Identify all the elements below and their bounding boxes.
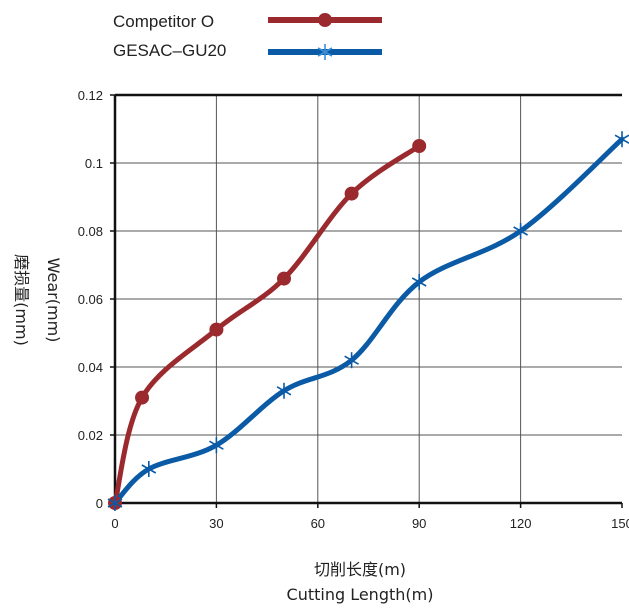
- x-tick-label: 90: [412, 516, 426, 531]
- data-point-circle: [135, 390, 150, 405]
- asterisk-stroke: [317, 47, 333, 57]
- legend-label-gesac: GESAC–GU20: [113, 41, 226, 60]
- asterisk-stroke: [209, 440, 224, 450]
- y-tick-label: 0: [96, 496, 103, 511]
- data-point-asterisk: [344, 352, 359, 369]
- data-point-asterisk: [107, 495, 123, 511]
- series-line-1: [112, 136, 625, 506]
- data-point-circle: [412, 139, 427, 153]
- legend-item-gesac[interactable]: GESAC–GU20: [113, 41, 382, 60]
- y-axis-title: Wear(mm): [44, 258, 63, 343]
- y-tick-label: 0.12: [78, 88, 103, 103]
- asterisk-stroke: [513, 226, 528, 236]
- x-tick-label: 60: [311, 516, 325, 531]
- asterisk-stroke: [276, 386, 292, 396]
- x-tick-label: 120: [510, 516, 532, 531]
- y-tick-label: 0.08: [78, 224, 103, 239]
- y-tick-label: 0.04: [78, 360, 103, 375]
- legend-item-competitor[interactable]: Competitor O: [113, 12, 382, 31]
- x-axis-title-cn: 切削长度(m): [314, 560, 406, 579]
- data-point-asterisk: [513, 223, 528, 239]
- y-tick-label: 0.02: [78, 428, 103, 443]
- data-point-asterisk: [209, 437, 224, 454]
- asterisk-stroke: [344, 355, 359, 365]
- data-point-circle: [277, 271, 291, 286]
- data-point-asterisk: [411, 274, 427, 290]
- legend-asterisk: [317, 44, 333, 60]
- axes: [110, 93, 623, 508]
- x-axis-title: Cutting Length(m): [287, 585, 434, 604]
- asterisk-stroke: [107, 498, 123, 508]
- series-line-0: [112, 143, 422, 506]
- grid: [115, 95, 622, 503]
- y-tick-label: 0.06: [78, 292, 103, 307]
- legend-marker-asterisk: [317, 44, 333, 60]
- tick-labels: 0 30 60 90 120 150 0 0.02 0.04 0.06 0.08 0.1 0.12: [78, 88, 629, 531]
- legend-label-competitor: Competitor O: [113, 12, 214, 31]
- asterisk-stroke: [411, 277, 427, 287]
- legend: Competitor O GESAC–GU20: [113, 12, 382, 60]
- data-point-circle: [209, 322, 224, 337]
- asterisk-stroke: [614, 134, 629, 144]
- data-point-asterisk: [141, 461, 157, 477]
- x-tick-label: 30: [209, 516, 223, 531]
- series-layer: [107, 131, 629, 511]
- data-point-asterisk: [614, 131, 629, 148]
- y-axis-title-cn: 磨损量(mm): [12, 254, 31, 346]
- x-tick-label: 0: [111, 516, 118, 531]
- asterisk-stroke: [141, 464, 157, 474]
- x-tick-label: 150: [611, 516, 629, 531]
- data-point-asterisk: [276, 382, 292, 399]
- data-point-circle: [344, 186, 359, 201]
- legend-marker-circle: [318, 13, 332, 27]
- y-tick-label: 0.1: [85, 156, 103, 171]
